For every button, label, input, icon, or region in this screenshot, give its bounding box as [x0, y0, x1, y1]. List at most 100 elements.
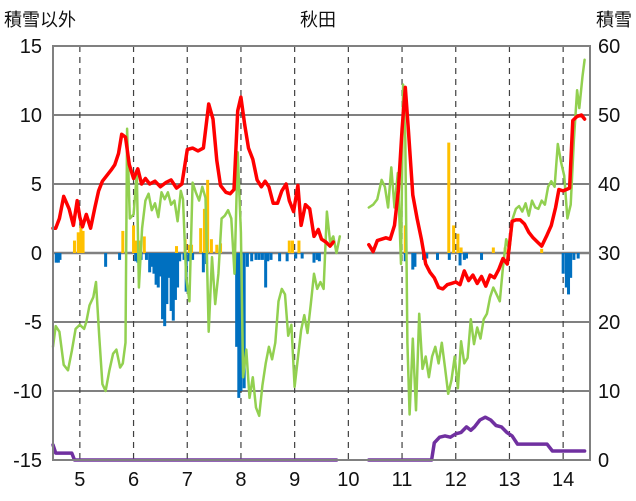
bar — [79, 225, 83, 253]
bar — [239, 253, 243, 391]
bar — [72, 240, 76, 253]
bar — [182, 253, 186, 260]
y-left-tick-label: 10 — [20, 105, 42, 127]
bar — [576, 253, 580, 259]
bar — [317, 253, 321, 262]
x-tick-label: 10 — [337, 469, 359, 491]
bar — [266, 253, 270, 262]
bar — [165, 253, 169, 305]
y-right-tick-label: 20 — [598, 312, 620, 334]
bar — [215, 244, 219, 253]
bar — [121, 230, 125, 253]
bar — [411, 253, 415, 270]
left-axis-label: 積雪以外 — [4, 10, 76, 31]
bar — [250, 253, 254, 262]
bar — [178, 253, 182, 262]
bar — [156, 253, 160, 288]
y-right-tick-label: 40 — [598, 174, 620, 196]
right-axis-label: 積雪 — [596, 10, 632, 31]
bar — [285, 253, 289, 262]
bar — [201, 253, 205, 273]
bar — [447, 142, 451, 253]
bar — [132, 225, 136, 253]
bar — [297, 240, 301, 253]
x-tick-label: 8 — [235, 469, 246, 491]
bar — [176, 253, 180, 288]
y-left-tick-label: 0 — [31, 243, 42, 265]
x-tick-label: 7 — [182, 469, 193, 491]
bar — [564, 253, 568, 288]
series-line — [51, 95, 336, 248]
x-tick-label: 5 — [74, 469, 85, 491]
x-tick-label: 12 — [445, 469, 467, 491]
bar — [260, 253, 264, 260]
bar — [572, 253, 576, 260]
bar — [291, 240, 295, 253]
bar — [452, 225, 456, 253]
y-right-tick-label: 10 — [598, 381, 620, 403]
bar — [312, 253, 316, 263]
x-tick-label: 13 — [498, 469, 520, 491]
bar — [464, 253, 468, 259]
bar — [187, 244, 191, 253]
bar — [144, 253, 148, 260]
series-line — [367, 58, 586, 416]
x-tick-label: 9 — [289, 469, 300, 491]
bar — [58, 253, 62, 260]
y-left-tick-label: 5 — [31, 174, 42, 196]
y-left-tick-label: -15 — [13, 450, 42, 472]
bar — [254, 253, 258, 260]
bar — [171, 253, 175, 321]
bar — [206, 179, 210, 253]
bar — [148, 253, 152, 273]
y-right-tick-label: 0 — [598, 450, 609, 472]
bar — [567, 253, 571, 295]
bar — [81, 230, 85, 253]
bar — [459, 247, 463, 253]
bar — [175, 246, 179, 253]
y-left-tick-label: 15 — [20, 36, 42, 58]
bar — [235, 253, 239, 347]
bar — [458, 253, 462, 266]
bar — [569, 253, 573, 278]
y-left-tick-label: -10 — [13, 381, 42, 403]
bar — [245, 253, 249, 267]
bar — [278, 253, 282, 262]
series-line — [51, 127, 342, 418]
bar — [76, 232, 80, 253]
bar — [425, 253, 429, 259]
bar — [118, 253, 122, 260]
y-right-tick-label: 60 — [598, 36, 620, 58]
series-line — [367, 415, 587, 462]
bar — [257, 253, 261, 260]
bar — [152, 253, 156, 274]
x-tick-label: 14 — [552, 469, 574, 491]
bar — [161, 253, 165, 320]
bar — [163, 253, 167, 327]
chart-title: 秋田 — [300, 10, 336, 31]
x-tick-label: 11 — [392, 469, 413, 491]
bar — [150, 253, 154, 267]
bar — [269, 253, 273, 260]
bar — [134, 240, 138, 253]
bar — [287, 240, 291, 253]
y-right-tick-label: 50 — [598, 105, 620, 127]
bar — [300, 253, 304, 259]
bar — [462, 253, 466, 260]
series-line — [51, 443, 339, 462]
bar — [169, 253, 173, 311]
bar — [435, 253, 439, 260]
plot-frame — [52, 45, 591, 461]
bar — [315, 253, 319, 260]
bar — [480, 253, 484, 260]
bar — [167, 253, 171, 278]
line-series — [51, 58, 587, 462]
bar — [456, 233, 460, 253]
bar — [413, 253, 417, 267]
bar — [56, 253, 60, 263]
bar — [447, 253, 451, 260]
bar — [199, 228, 203, 253]
bar — [158, 253, 162, 277]
